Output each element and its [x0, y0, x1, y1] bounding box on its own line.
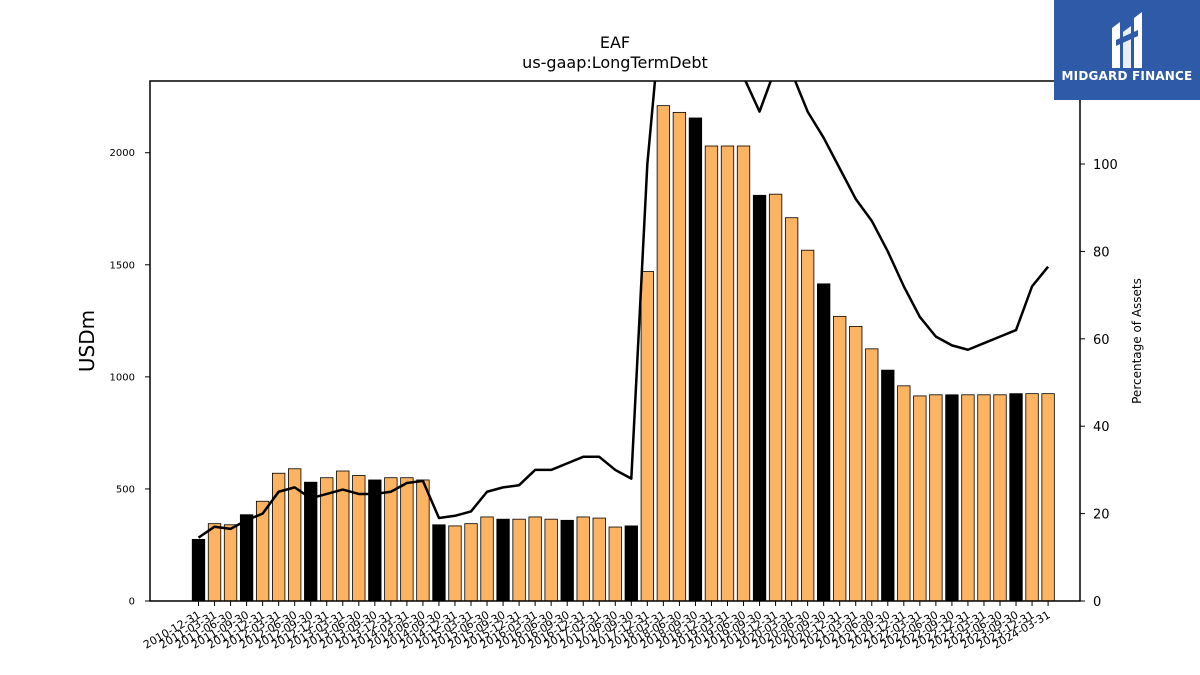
- bar-2020-12-31: [833, 315, 847, 601]
- bar-2017-03-31: [592, 517, 606, 601]
- bar-2014-03-31: [400, 477, 414, 601]
- bar-2019-12-31: [768, 193, 783, 601]
- bar-2020-09-30: [817, 283, 831, 601]
- bar-2018-03-31: [656, 105, 671, 601]
- bar-2015-12-31: [512, 518, 526, 601]
- x-axis: 2010-12-312011-03-312011-06-302011-09-30…: [141, 601, 1053, 652]
- bar-2019-09-30: [752, 194, 767, 601]
- bar-2018-09-30: [688, 117, 703, 601]
- bar-2015-06-30: [480, 516, 494, 601]
- bar-2016-12-31: [576, 516, 590, 601]
- bar-2022-03-31: [913, 395, 927, 601]
- y-axis-label: USDm: [75, 310, 99, 372]
- bar-2015-03-31: [464, 523, 478, 601]
- bar-2013-03-31: [336, 470, 350, 601]
- y2-tick-label: 80: [1093, 245, 1110, 260]
- bar-2017-12-31: [640, 271, 654, 601]
- y2-tick-label: 100: [1093, 158, 1118, 173]
- bar-2022-12-31: [961, 394, 975, 601]
- bar-2018-06-30: [672, 111, 687, 601]
- midgard-logo-icon: [1112, 12, 1142, 68]
- bar-2012-12-31: [320, 477, 334, 601]
- bar-2024-03-31: [1041, 393, 1055, 601]
- bar-2016-03-31: [528, 516, 542, 601]
- bar-2016-09-30: [560, 519, 574, 601]
- bar-group: [191, 105, 1055, 601]
- y2-tick-label: 60: [1093, 333, 1110, 348]
- bar-2021-12-31: [897, 385, 911, 601]
- bar-2014-12-31: [448, 525, 462, 601]
- bar-2016-06-30: [544, 518, 558, 601]
- bar-2014-09-30: [432, 524, 446, 601]
- bar-2020-06-30: [800, 249, 815, 601]
- bar-2021-06-30: [865, 348, 879, 601]
- bar-2011-06-30: [223, 524, 238, 601]
- bar-2010-12-31: [191, 538, 206, 601]
- bar-2019-06-30: [736, 145, 751, 601]
- series-line-percentage-of-assets: [197, 81, 1050, 539]
- bar-2013-09-30: [368, 479, 382, 601]
- y-axis: 0 500 1000 1500 2000: [110, 148, 150, 608]
- bar-2013-12-31: [384, 477, 398, 601]
- bar-2019-03-31: [720, 145, 735, 601]
- y-tick-label: 500: [116, 484, 135, 495]
- y2-tick-label: 20: [1093, 508, 1110, 523]
- bar-2012-06-30: [288, 468, 302, 601]
- y-tick-label: 1500: [110, 260, 135, 271]
- bar-2023-03-31: [977, 394, 991, 601]
- bar-2013-06-30: [352, 475, 366, 601]
- y2-tick-label: 40: [1093, 420, 1110, 435]
- bar-2011-09-30: [239, 514, 254, 601]
- y2-axis: 0 20 40 60 80 100: [1080, 158, 1118, 610]
- y2-tick-label: 0: [1093, 595, 1101, 610]
- line-layer: [197, 81, 1050, 539]
- bar-2017-09-30: [624, 525, 638, 601]
- bar-2011-03-31: [207, 523, 222, 601]
- bar-2023-12-31: [1025, 393, 1039, 601]
- logo-text: MIDGARD FINANCE: [1061, 69, 1193, 83]
- bar-2020-03-31: [784, 217, 799, 601]
- bar-2021-09-30: [881, 369, 895, 601]
- bar-2021-03-31: [849, 326, 863, 601]
- y2-axis-label: Percentage of Assets: [1130, 278, 1144, 404]
- y-tick-label: 1000: [110, 372, 135, 383]
- y-tick-label: 0: [129, 597, 135, 608]
- logo: MIDGARD FINANCE: [1054, 0, 1200, 100]
- bar-2017-06-30: [608, 526, 622, 601]
- bar-2014-06-30: [416, 479, 430, 601]
- bar-2023-06-30: [993, 394, 1007, 601]
- bar-2023-09-30: [1009, 393, 1023, 601]
- bar-2012-09-30: [304, 481, 318, 601]
- bar-2022-09-30: [945, 394, 959, 601]
- bar-2015-09-30: [496, 518, 510, 601]
- bar-2022-06-30: [929, 394, 943, 601]
- chart-title: EAF: [600, 33, 630, 52]
- bar-2011-12-31: [255, 500, 270, 601]
- y-tick-label: 2000: [110, 148, 135, 159]
- bar-2018-12-31: [704, 145, 719, 601]
- chart-subtitle: us-gaap:LongTermDebt: [522, 53, 708, 72]
